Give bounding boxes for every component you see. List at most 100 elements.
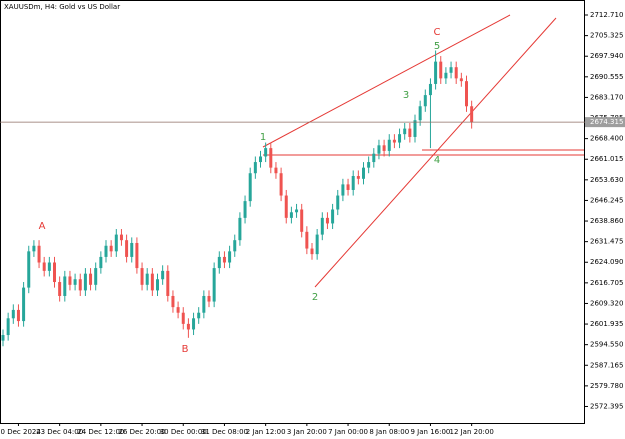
candle-body bbox=[377, 145, 381, 154]
x-tick-label: 23 Dec 04:00 bbox=[36, 428, 83, 436]
candle-body bbox=[212, 268, 216, 302]
candle-body bbox=[6, 318, 10, 336]
candle-body bbox=[269, 148, 273, 168]
candle-body bbox=[351, 176, 355, 190]
y-tick-label: 2609.320 bbox=[590, 299, 623, 307]
candle-body bbox=[11, 309, 15, 319]
wave-drawings bbox=[262, 14, 584, 288]
candle-body bbox=[305, 231, 309, 249]
candle-body bbox=[135, 242, 139, 269]
candle-body bbox=[207, 295, 211, 302]
x-tick-label: 30 Dec 00:00 bbox=[160, 428, 207, 436]
y-tick-label: 2646.245 bbox=[590, 196, 623, 204]
x-tick-label: 24 Dec 12:00 bbox=[77, 428, 124, 436]
candle-body bbox=[315, 234, 319, 255]
candle-body bbox=[42, 262, 46, 271]
candle-body bbox=[341, 184, 345, 196]
y-tick-label: 2631.475 bbox=[590, 238, 623, 246]
candle-body bbox=[398, 134, 402, 143]
candle-body bbox=[119, 234, 123, 241]
candle-body bbox=[156, 279, 159, 291]
wave-label: 4 bbox=[434, 155, 440, 166]
candle-body bbox=[423, 95, 427, 107]
candle-body bbox=[243, 201, 247, 218]
candle-body bbox=[387, 139, 391, 151]
wave-label: A bbox=[39, 221, 46, 232]
x-tick-label: 2 Jan 12:00 bbox=[246, 428, 286, 436]
candle-body bbox=[418, 106, 422, 121]
trend-line bbox=[262, 14, 511, 148]
chart-title: XAUUSDm, H4: Gold vs US Dollar bbox=[4, 3, 120, 11]
candle-body bbox=[320, 217, 324, 235]
y-tick-label: 2572.395 bbox=[590, 402, 623, 410]
candle-body bbox=[68, 276, 72, 285]
candle-body bbox=[171, 295, 175, 308]
candle-body bbox=[372, 153, 376, 163]
candle-body bbox=[83, 273, 87, 291]
candle-body bbox=[300, 209, 304, 232]
y-tick-label: 2624.090 bbox=[590, 258, 623, 266]
candle-body bbox=[202, 295, 206, 313]
candle-body bbox=[331, 209, 335, 224]
y-tick-label: 2712.710 bbox=[590, 11, 623, 19]
y-tick-label: 2683.170 bbox=[590, 93, 623, 101]
candle-body bbox=[22, 287, 26, 322]
wave-label: B bbox=[182, 344, 189, 355]
candle-body bbox=[130, 242, 134, 257]
candle-body bbox=[439, 61, 443, 79]
candle-body bbox=[192, 318, 196, 330]
x-tick-label: 12 Jan 20:00 bbox=[449, 428, 493, 436]
y-tick-label: 2601.935 bbox=[590, 320, 623, 328]
candle-body bbox=[37, 245, 41, 263]
candle-body bbox=[274, 167, 278, 174]
candle-body bbox=[32, 245, 36, 252]
candle-body bbox=[176, 307, 180, 313]
candle-body bbox=[114, 234, 118, 252]
candle-body bbox=[259, 156, 262, 163]
candle-body bbox=[449, 67, 453, 73]
candle-body bbox=[1, 335, 5, 341]
candle-body bbox=[289, 212, 293, 218]
candle-body bbox=[403, 128, 407, 135]
candle-body bbox=[58, 282, 62, 296]
candle-body bbox=[413, 120, 417, 137]
y-tick-label: 2690.555 bbox=[590, 73, 623, 81]
x-tick-label: 7 Jan 00:00 bbox=[328, 428, 368, 436]
candle-body bbox=[238, 217, 242, 241]
x-tick-label: 20 Dec 2024 bbox=[0, 428, 41, 436]
candle-body bbox=[356, 176, 360, 179]
candle-body bbox=[346, 184, 350, 190]
candle-body bbox=[161, 270, 165, 280]
y-tick-label: 2587.165 bbox=[590, 361, 623, 369]
y-tick-label: 2697.940 bbox=[590, 52, 623, 60]
candle-body bbox=[217, 256, 221, 269]
candle-body bbox=[150, 273, 154, 291]
candle-body bbox=[367, 162, 371, 168]
candle-body bbox=[253, 162, 257, 174]
candle-body bbox=[145, 273, 149, 285]
candle-body bbox=[428, 83, 432, 96]
wave-label: 2 bbox=[312, 292, 318, 303]
candle-body bbox=[233, 240, 237, 252]
wave-label: 3 bbox=[403, 90, 409, 101]
candle-body bbox=[248, 173, 252, 202]
trend-line bbox=[314, 17, 557, 288]
candle-body bbox=[99, 256, 103, 269]
candle-body bbox=[470, 106, 474, 123]
candle-body bbox=[222, 256, 226, 263]
candle-body bbox=[336, 195, 340, 210]
candle-body bbox=[295, 209, 299, 213]
candle-body bbox=[228, 251, 232, 263]
candle-body bbox=[166, 270, 170, 296]
y-tick-label: 2705.325 bbox=[590, 32, 623, 40]
candle-body bbox=[94, 268, 98, 285]
wave-label: 5 bbox=[434, 41, 440, 52]
candle-body bbox=[197, 312, 201, 319]
plot-frame bbox=[0, 0, 585, 424]
candle-body bbox=[382, 145, 386, 151]
candle-body bbox=[73, 279, 77, 285]
y-tick-label: 2638.860 bbox=[590, 217, 623, 225]
wave-label: C bbox=[434, 27, 441, 38]
